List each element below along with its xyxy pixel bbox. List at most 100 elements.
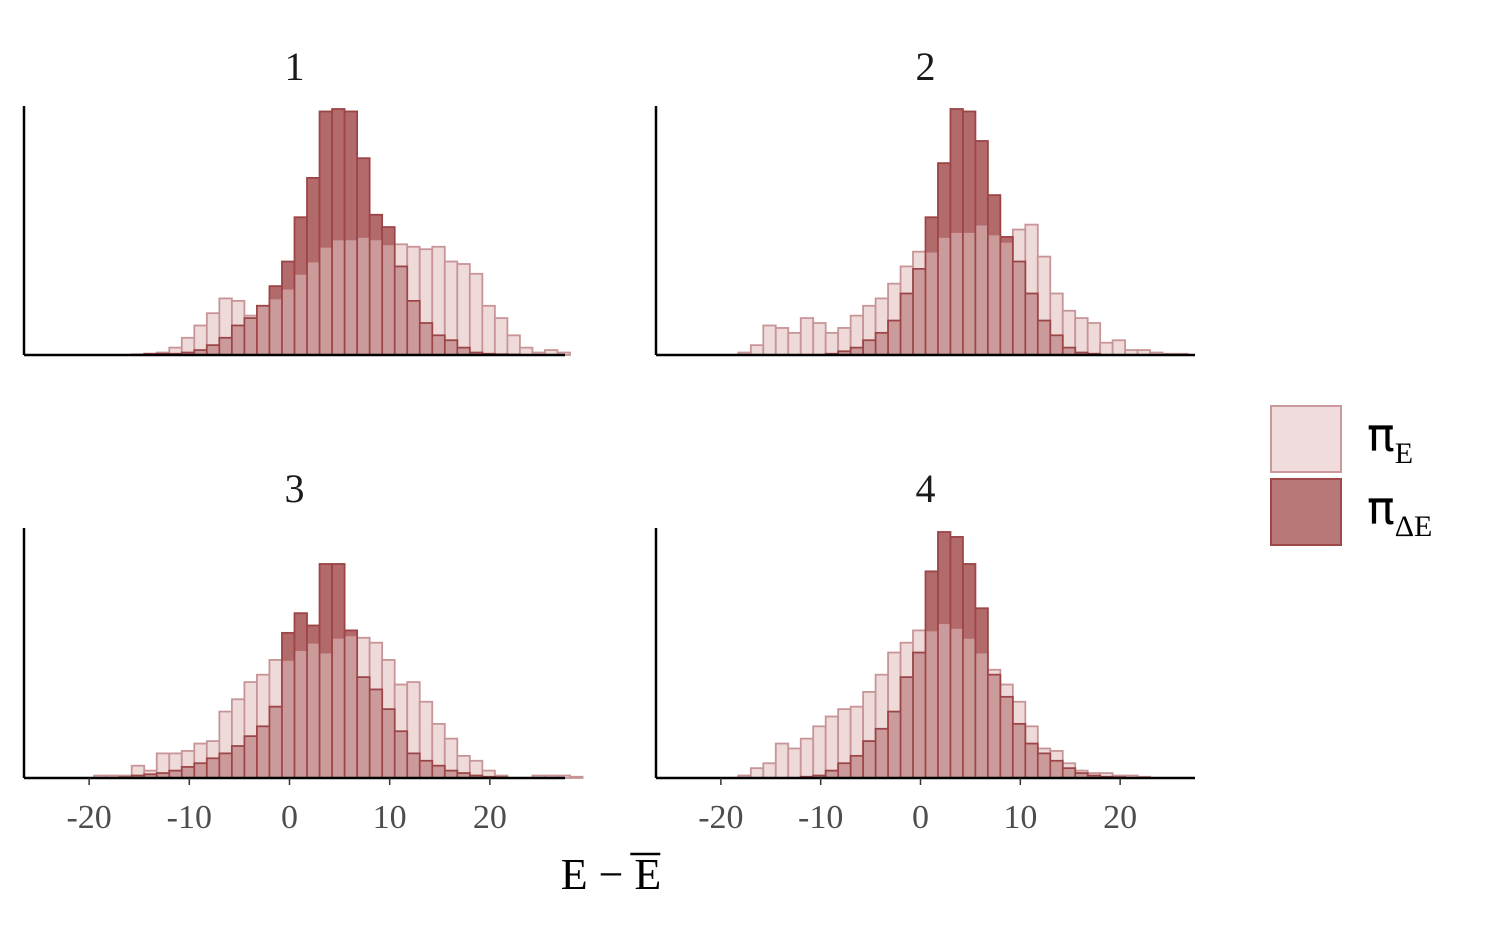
overlap-bar <box>433 766 444 778</box>
pi-e-bar <box>749 767 765 779</box>
panel-grid: 1 2 3 -20 -10 0 10 20 4 -20 -10 0 10 20 <box>22 44 1195 836</box>
pi-e-bar <box>456 263 471 356</box>
overlap-bar <box>951 232 963 355</box>
overlap-bar <box>295 650 307 778</box>
overlap-bar <box>1051 336 1062 355</box>
panel-3: 3 -20 -10 0 10 20 <box>22 466 584 836</box>
legend: πE πΔE <box>1270 405 1432 546</box>
pi-e-bar <box>799 317 815 356</box>
overlap-bar <box>170 771 181 778</box>
pi-e-bar <box>506 334 521 356</box>
overlap-bar <box>307 262 319 355</box>
overlap-bar <box>851 756 863 778</box>
overlap-bar <box>195 350 206 355</box>
panel-title: 3 <box>285 466 305 511</box>
overlap-bar <box>207 346 219 355</box>
pi-e-bar <box>824 331 840 356</box>
overlap-bar <box>157 773 169 778</box>
overlap-bar <box>370 690 382 778</box>
overlap-bar <box>345 240 357 355</box>
pi-e-bar <box>1074 317 1089 356</box>
overlap-bar <box>145 775 156 778</box>
x-tick-label: 10 <box>373 799 407 836</box>
pi-e-bar <box>812 322 827 356</box>
overlap-bar <box>370 240 382 355</box>
pi-e-bar <box>774 327 790 356</box>
overlap-bar <box>220 754 231 778</box>
overlap-bar <box>345 636 357 778</box>
overlap-bar <box>232 326 244 355</box>
pi-e-bar <box>787 747 802 779</box>
legend-entry: πE <box>1270 405 1413 473</box>
pi-e-bar <box>774 742 790 779</box>
overlap-bar <box>220 338 231 355</box>
overlap-bar <box>408 754 419 778</box>
overlap-bar <box>270 299 282 355</box>
overlap-bar <box>458 773 469 778</box>
panel-title: 1 <box>285 44 305 89</box>
overlap-bar <box>295 274 307 355</box>
panel-2: 2 <box>654 44 1195 357</box>
pi-e-bar <box>493 317 509 356</box>
overlap-bar <box>913 269 925 355</box>
overlap-bar <box>245 737 257 778</box>
overlap-bar <box>1063 348 1075 355</box>
overlap-bar <box>864 341 875 355</box>
panel-4: 4 -20 -10 0 10 20 <box>654 466 1195 836</box>
overlap-bar <box>270 707 282 778</box>
overlap-bar <box>445 341 457 355</box>
overlap-series <box>132 636 494 778</box>
pi-e-bar <box>569 775 584 779</box>
panel-title: 2 <box>916 44 936 89</box>
overlap-bar <box>358 678 369 778</box>
overlap-bar <box>282 660 294 778</box>
overlap-bar <box>913 653 925 778</box>
overlap-bar <box>195 764 206 778</box>
overlap-bar <box>395 732 407 778</box>
x-tick-label: -10 <box>798 799 843 836</box>
overlap-bar <box>938 237 950 355</box>
overlap-bar <box>926 631 938 778</box>
x-tick-label: 20 <box>473 799 507 836</box>
overlap-bar <box>938 623 950 778</box>
overlap-bar <box>332 638 344 778</box>
panel-1: 1 <box>22 44 571 357</box>
overlap-bar <box>988 675 1000 778</box>
overlap-bar <box>408 301 419 355</box>
x-tick-label: -20 <box>66 799 111 836</box>
overlap-bar <box>876 333 888 355</box>
x-tick-label: -10 <box>167 799 212 836</box>
overlap-bar <box>182 767 194 778</box>
pi-e-bar <box>824 715 840 779</box>
x-axis-label-text: E − E <box>561 850 662 899</box>
overlap-bar <box>951 628 963 778</box>
overlap-bar <box>901 678 913 778</box>
pi-e-bar <box>468 272 484 356</box>
pi-e-bar <box>1111 339 1127 356</box>
panel-title: 4 <box>916 466 936 511</box>
overlap-bar <box>332 240 344 355</box>
overlap-bar <box>420 323 432 355</box>
overlap-bar <box>257 727 269 778</box>
pi-e-bar <box>762 762 777 779</box>
overlap-bar <box>1038 321 1050 355</box>
overlap-bar <box>232 746 244 778</box>
pi-e-bar <box>799 737 815 779</box>
overlap-bar <box>1013 724 1025 778</box>
overlap-bar <box>458 348 469 355</box>
overlap-bar <box>445 771 457 778</box>
overlap-bar <box>888 321 900 355</box>
overlap-bar <box>1026 744 1037 778</box>
overlap-bar <box>926 252 938 355</box>
pi-e-bar <box>749 344 765 356</box>
overlap-bar <box>1013 262 1025 355</box>
x-tick-label: 0 <box>281 799 298 836</box>
overlap-bar <box>383 710 394 778</box>
x-axis-label: E − E <box>561 850 662 899</box>
overlap-series <box>801 623 1112 778</box>
overlap-bar <box>1076 773 1087 778</box>
overlap-bar <box>383 245 394 355</box>
overlap-bar <box>901 294 913 355</box>
overlap-bar <box>320 247 332 355</box>
